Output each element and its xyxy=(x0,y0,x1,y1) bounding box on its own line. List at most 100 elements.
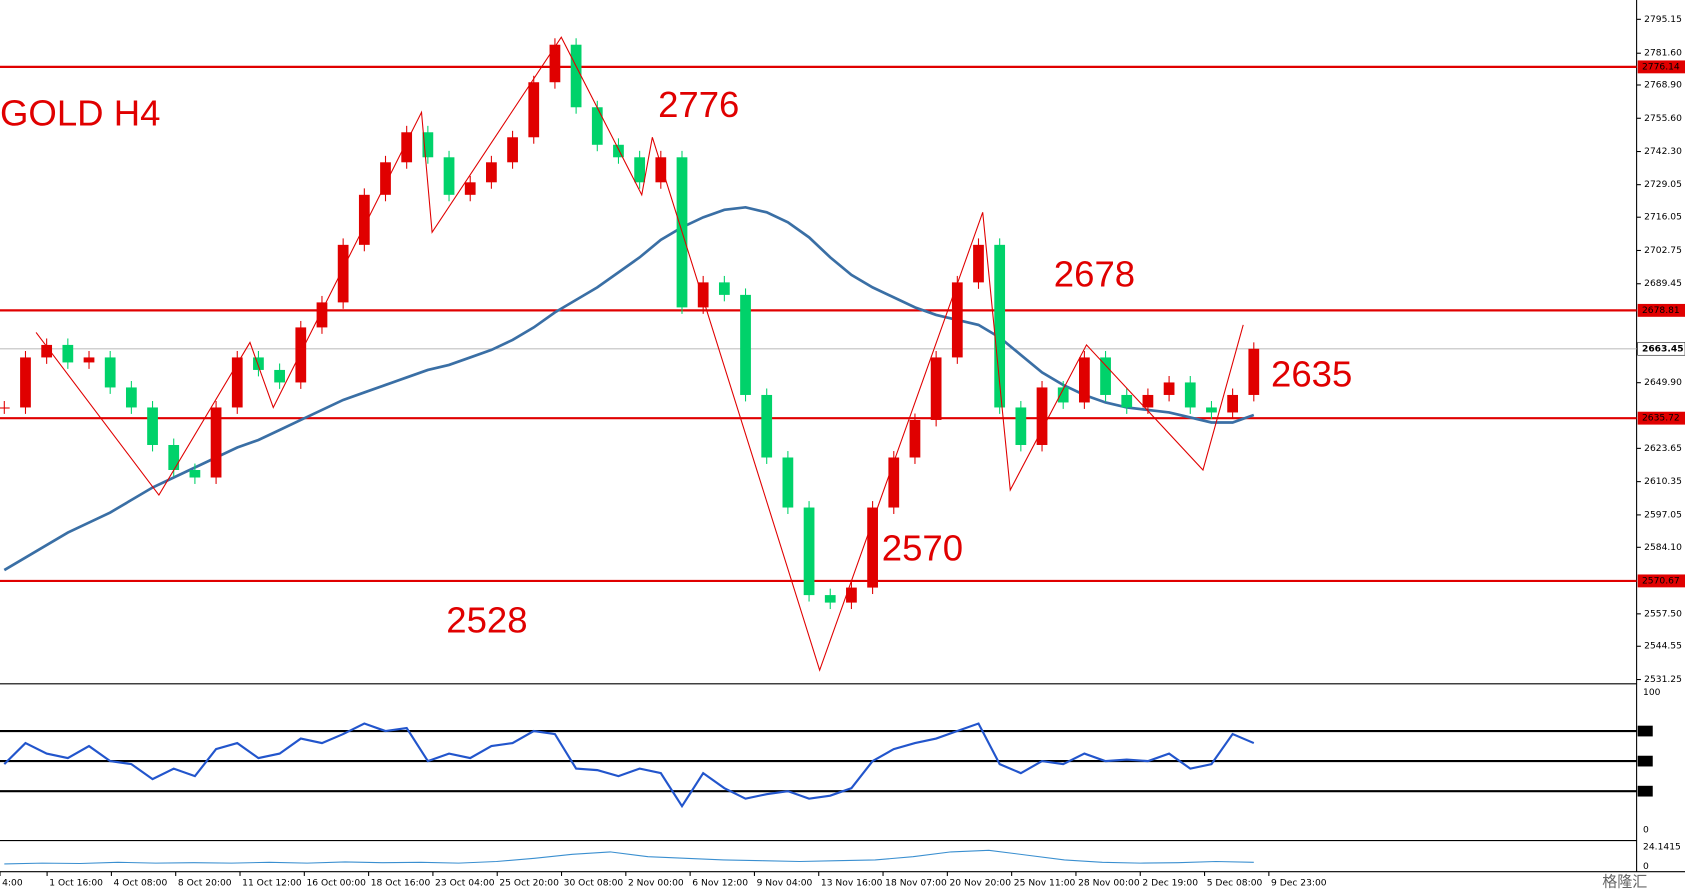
candle xyxy=(697,282,709,308)
candle xyxy=(634,157,646,183)
rsi-level-label: 70 xyxy=(1640,727,1652,737)
candle xyxy=(231,357,243,408)
x-tick-label: 4:00 xyxy=(2,879,23,889)
level-box xyxy=(1637,60,1685,74)
candle xyxy=(401,132,413,163)
current-price-label: 2663.45 xyxy=(1642,344,1684,354)
candle xyxy=(295,327,307,383)
candle xyxy=(782,457,794,508)
x-tick-label: 18 Oct 16:00 xyxy=(371,879,431,889)
candle xyxy=(20,357,31,408)
x-tick-label: 30 Oct 08:00 xyxy=(564,879,624,889)
candle xyxy=(655,157,667,183)
candle xyxy=(1057,387,1069,403)
x-tick-label: 23 Oct 04:00 xyxy=(435,879,495,889)
osc-line xyxy=(4,849,1254,865)
candle xyxy=(1206,407,1217,413)
x-tick-label: 9 Dec 23:00 xyxy=(1271,879,1327,889)
x-tick-label: 11 Oct 12:00 xyxy=(242,879,302,889)
y-tick-label: 2689.45 xyxy=(1644,279,1682,289)
candle xyxy=(507,137,518,163)
y-tick-label: 2795.15 xyxy=(1644,15,1682,25)
candle xyxy=(1121,394,1133,408)
candle xyxy=(1015,407,1027,445)
candle xyxy=(189,470,201,478)
x-tick-label: 25 Nov 11:00 xyxy=(1014,879,1076,889)
candle xyxy=(168,444,180,471)
candle xyxy=(274,369,285,383)
level-label: 2776.14 xyxy=(1642,62,1680,72)
candle xyxy=(422,132,434,158)
level-box xyxy=(1637,574,1685,588)
candle xyxy=(125,387,137,408)
y-tick-label: 2597.05 xyxy=(1644,510,1682,520)
candle xyxy=(358,194,370,245)
candle xyxy=(973,244,984,283)
x-tick-label: 18 Nov 07:00 xyxy=(885,879,947,889)
candle xyxy=(761,394,773,458)
candle xyxy=(528,82,540,138)
annotation: 2776 xyxy=(658,84,739,125)
candle xyxy=(62,344,74,363)
level-label: 2635.72 xyxy=(1642,414,1680,424)
candle xyxy=(0,407,10,409)
candle xyxy=(464,182,476,195)
candle xyxy=(1036,387,1048,445)
candle xyxy=(994,244,1006,408)
rsi-tick-label: 0 xyxy=(1643,825,1649,835)
candle xyxy=(210,407,222,478)
candle xyxy=(443,157,455,195)
candle xyxy=(867,507,878,588)
candle xyxy=(486,162,497,183)
candle xyxy=(1100,357,1111,395)
rsi-level-box xyxy=(1637,755,1653,767)
candle xyxy=(253,357,264,370)
x-tick-label: 2 Nov 00:00 xyxy=(628,879,684,889)
candle xyxy=(951,282,963,358)
candle xyxy=(803,507,815,596)
x-tick-label: 20 Nov 20:00 xyxy=(949,879,1011,889)
candle xyxy=(1184,382,1196,408)
candle xyxy=(909,419,921,458)
rsi-line xyxy=(3,722,1255,809)
x-tick-label: 28 Nov 00:00 xyxy=(1078,879,1140,889)
y-tick-label: 2557.50 xyxy=(1644,609,1682,619)
x-tick-label: 8 Oct 20:00 xyxy=(178,879,232,889)
x-tick-label: 13 Nov 16:00 xyxy=(821,879,883,889)
candle xyxy=(613,144,624,158)
y-tick-label: 2623.65 xyxy=(1644,444,1682,454)
y-tick-label: 2716.05 xyxy=(1644,213,1682,223)
candle xyxy=(83,357,95,363)
annotation: 2528 xyxy=(446,599,527,640)
candle xyxy=(337,244,349,303)
annotation: 2635 xyxy=(1271,353,1352,394)
candle xyxy=(888,457,900,508)
x-tick-label: 16 Oct 00:00 xyxy=(306,879,366,889)
candle xyxy=(1227,394,1239,413)
candle xyxy=(1079,357,1090,403)
osc-tick-label: 24.1415 xyxy=(1643,842,1681,852)
candle xyxy=(1163,382,1175,395)
candle xyxy=(41,344,53,358)
candle xyxy=(824,595,836,603)
watermark: 格隆汇 xyxy=(1602,873,1647,891)
x-tick-label: 6 Nov 12:00 xyxy=(692,879,748,889)
level-label: 2570.67 xyxy=(1642,576,1680,586)
candle xyxy=(316,302,328,328)
y-tick-label: 2544.55 xyxy=(1644,642,1682,652)
y-tick-label: 2781.60 xyxy=(1644,49,1682,59)
annotation: 2678 xyxy=(1054,254,1135,295)
zigzag xyxy=(35,36,1244,672)
x-tick-label: 25 Oct 20:00 xyxy=(499,879,559,889)
candle xyxy=(718,282,730,295)
current-price-box xyxy=(1637,342,1685,356)
y-tick-label: 2584.10 xyxy=(1644,543,1682,553)
annotation: 2570 xyxy=(882,527,963,568)
candle xyxy=(1142,394,1154,408)
osc-tick-label: 0 xyxy=(1643,862,1649,872)
x-tick-label: 2 Dec 19:00 xyxy=(1142,879,1198,889)
y-tick-label: 2702.75 xyxy=(1644,246,1682,256)
candle xyxy=(549,44,561,83)
